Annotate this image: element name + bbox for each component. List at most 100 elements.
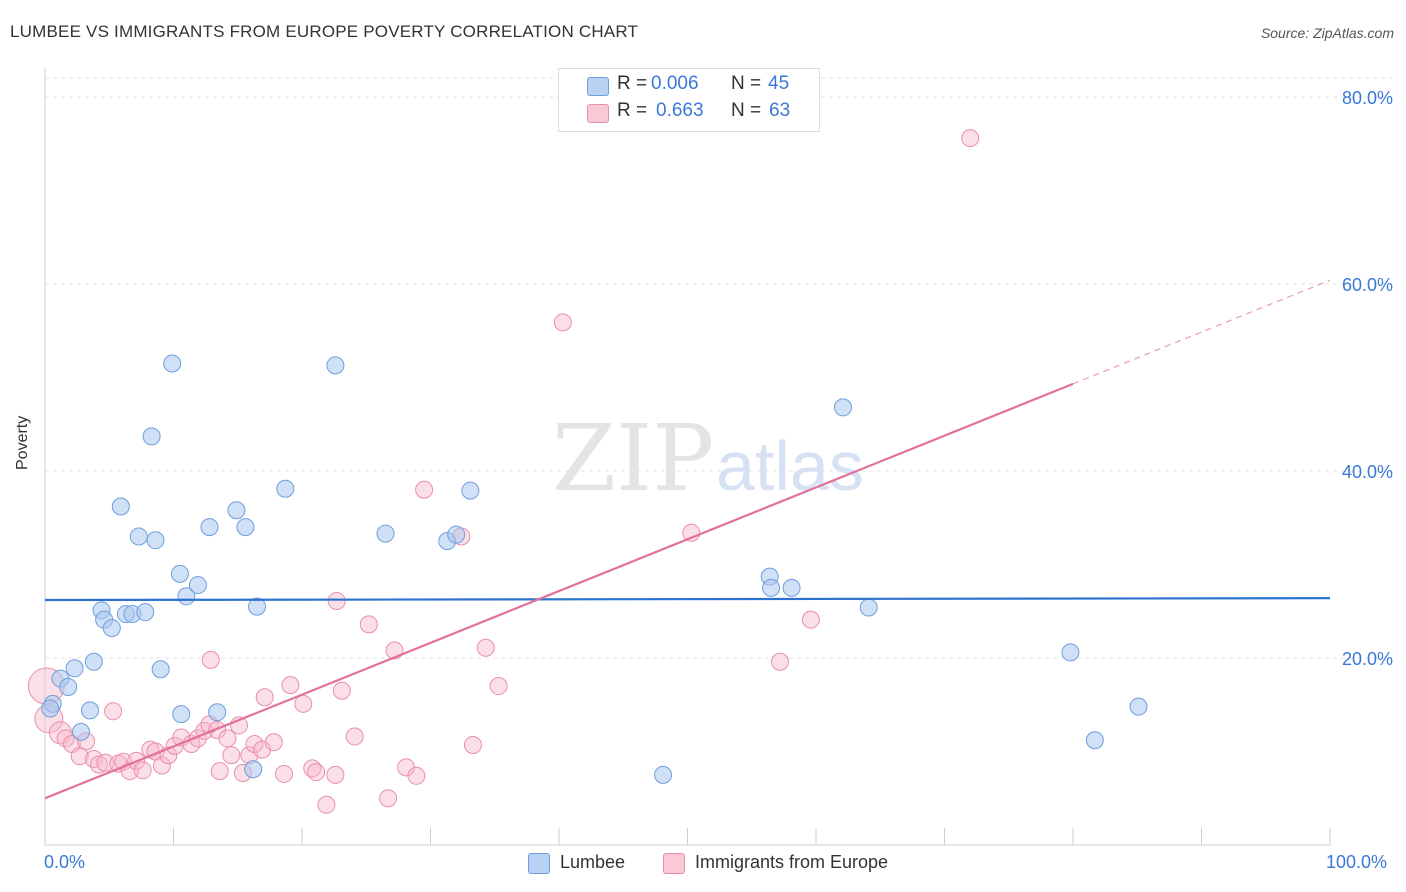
lumbee-point [146,531,165,550]
lumbee-point [833,398,852,417]
y-tick-label-20: 20.0% [1342,649,1393,669]
europe-swatch [587,104,609,123]
lumbee-point [248,597,267,616]
europe-r-value: 0.663 [656,100,704,121]
lumbee-point [170,564,189,583]
lumbee-point [102,619,121,638]
lumbee-point [208,703,227,722]
europe-trend-line [44,382,1074,800]
stats-row-lumbee: R = 0.006 N = 45 [559,73,819,100]
lumbee-point [782,578,801,597]
europe-n-value: 63 [769,100,791,121]
chart-title: LUMBEE VS IMMIGRANTS FROM EUROPE POVERTY… [10,22,639,41]
lumbee-point [111,497,130,516]
lumbee-trend-line [44,597,1331,602]
lumbee-point [41,699,60,718]
lumbee-point [447,525,466,544]
europe-point [489,677,508,696]
lumbee-point [151,660,170,679]
y-tick-label-40: 40.0% [1342,462,1393,482]
europe-point [294,694,313,713]
stats-row-europe: R = 0.663 N = 63 [559,100,819,127]
lumbee-point [163,354,182,373]
europe-point [407,766,426,785]
lumbee-point [762,578,781,597]
lumbee-point [71,722,90,741]
x-tick-min: 0.0% [44,852,86,872]
y-tick-label-60: 60.0% [1342,275,1393,295]
lumbee-point [172,705,191,724]
lumbee-point [654,765,673,784]
lumbee-n-value: 45 [768,73,790,94]
watermark: ZIP atlas [552,405,864,512]
europe-n-label: N = [731,100,762,121]
europe-point [104,702,123,721]
europe-point [210,762,229,781]
trend-lines [44,279,1331,800]
europe-point [222,746,241,765]
legend-item-europe[interactable]: Immigrants from Europe [663,852,923,878]
lumbee-point [129,527,148,546]
lumbee-point [276,479,295,498]
europe-point [771,652,790,671]
lumbee-r-value: 0.006 [651,73,699,94]
x-tick-max: 100.0% [1326,852,1388,872]
europe-point [275,764,294,783]
watermark-zip: ZIP [552,405,714,512]
lumbee-point [1129,697,1148,716]
europe-point [201,650,220,669]
europe-point [70,747,89,766]
europe-point [326,765,345,784]
lumbee-point [376,524,395,543]
europe-point [84,749,103,768]
europe-point [801,610,820,629]
lumbee-point [200,518,219,537]
europe-point [359,615,378,634]
europe-point [463,735,482,754]
europe-point [89,755,108,774]
watermark-atlas: atlas [716,427,864,505]
lumbee-point [59,677,78,696]
europe-point [415,480,434,499]
lumbee-point [1085,731,1104,750]
y-tick-labels: 20.0% 40.0% 60.0% 80.0% [1342,88,1393,669]
europe-point [379,789,398,808]
europe-point [255,688,274,707]
lumbee-point [188,576,207,595]
lumbee-point [84,652,103,671]
europe-point [218,729,237,748]
lumbee-point [136,603,155,622]
lumbee-point [461,481,480,500]
europe-point [317,795,336,814]
europe-point [264,733,283,752]
lumbee-n-label: N = [731,73,762,94]
europe-point [332,681,351,700]
legend-item-lumbee[interactable]: Lumbee [528,852,658,878]
lumbee-point [227,501,246,520]
lumbee-swatch [587,77,609,96]
europe-point [476,638,495,657]
grid-lines [45,77,1392,659]
legend-lumbee-label: Lumbee [560,852,626,872]
legend-lumbee-swatch [528,853,550,874]
europe-r-label: R = [617,100,648,121]
europe-point [961,129,980,148]
europe-point [553,313,572,332]
series-lumbee-points [41,354,1148,784]
series-europe-points [27,129,980,814]
source-label: Source: ZipAtlas.com [1260,25,1394,41]
lumbee-point [142,427,161,446]
stats-box: R = 0.006 N = 45 R = 0.663 N = 63 [558,68,820,132]
europe-point [152,756,171,775]
legend-europe-label: Immigrants from Europe [695,852,889,872]
europe-point [307,763,326,782]
europe-point [96,753,115,772]
lumbee-point [236,518,255,537]
y-tick-label-80: 80.0% [1342,88,1393,108]
lumbee-r-label: R = [617,73,648,94]
europe-point [327,591,346,610]
lumbee-point [326,356,345,375]
europe-trend-line-extension [1072,279,1331,385]
lumbee-point [244,760,263,779]
